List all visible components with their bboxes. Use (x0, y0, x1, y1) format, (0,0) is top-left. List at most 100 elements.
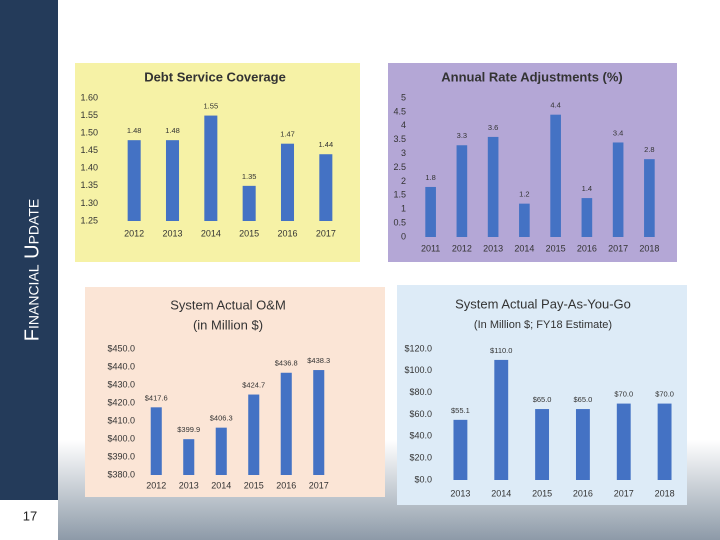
y-tick-label: 5 (401, 92, 406, 102)
y-tick-label: $420.0 (107, 397, 135, 407)
bar (657, 403, 672, 480)
bar (127, 140, 141, 221)
x-tick-label: 2015 (239, 228, 259, 238)
bar (313, 370, 325, 475)
y-tick-label: $20.0 (409, 453, 432, 463)
y-tick-label: $410.0 (107, 415, 135, 425)
y-tick-label: 1.45 (80, 145, 98, 155)
page-number: 17 (23, 508, 37, 523)
chart-title: System Actual Pay-As-You-Go (455, 296, 631, 311)
x-tick-label: 2013 (450, 488, 470, 498)
y-tick-label: 1.5 (393, 190, 406, 200)
data-label: 3.6 (488, 123, 498, 132)
y-tick-label: $380.0 (107, 469, 135, 479)
x-tick-label: 2012 (124, 228, 144, 238)
data-label: $55.1 (451, 406, 470, 415)
bar (215, 427, 227, 475)
y-tick-label: 1.55 (80, 110, 98, 120)
y-tick-label: $440.0 (107, 361, 135, 371)
data-label: 1.4 (582, 184, 592, 193)
chart-title: Debt Service Coverage (144, 69, 286, 84)
y-tick-label: 1.30 (80, 198, 98, 208)
y-tick-label: 1.35 (80, 180, 98, 190)
y-tick-label: $40.0 (409, 431, 432, 441)
data-label: 1.2 (519, 190, 529, 199)
y-tick-label: $100.0 (404, 365, 432, 375)
data-label: $65.0 (533, 395, 552, 404)
x-tick-label: 2017 (608, 243, 628, 253)
data-label: 1.55 (204, 102, 219, 111)
y-tick-label: 4 (401, 120, 406, 130)
chart-panel (388, 63, 677, 262)
y-tick-label: 2 (401, 176, 406, 186)
x-tick-label: 2014 (491, 488, 511, 498)
data-label: $399.9 (177, 425, 200, 434)
data-label: 1.48 (127, 126, 142, 135)
x-tick-label: 2012 (452, 243, 472, 253)
x-tick-label: 2016 (277, 228, 297, 238)
bar (242, 185, 256, 221)
y-tick-label: 3.5 (393, 134, 406, 144)
bar (519, 203, 530, 237)
data-label: 2.8 (644, 145, 654, 154)
data-label: $424.7 (242, 381, 265, 390)
y-tick-label: 1.60 (80, 92, 98, 102)
chart-panel (75, 63, 360, 262)
x-tick-label: 2015 (532, 488, 552, 498)
x-tick-label: 2013 (162, 228, 182, 238)
bar (494, 359, 509, 480)
bar (453, 419, 468, 480)
y-tick-label: 1.50 (80, 128, 98, 138)
y-tick-label: $80.0 (409, 387, 432, 397)
sidebar (0, 0, 58, 500)
data-label: 1.35 (242, 172, 257, 181)
bar (150, 407, 162, 475)
chart-subtitle: (In Million $; FY18 Estimate) (474, 319, 612, 331)
bar (612, 142, 624, 237)
y-tick-label: 2.5 (393, 162, 406, 172)
x-tick-label: 2015 (546, 243, 566, 253)
bar (535, 409, 550, 480)
chart-title: System Actual O&M (170, 297, 286, 312)
x-tick-label: 2017 (614, 488, 634, 498)
x-tick-label: 2013 (179, 480, 199, 490)
y-tick-label: 0.5 (393, 217, 406, 227)
x-tick-label: 2014 (211, 480, 231, 490)
x-tick-label: 2016 (573, 488, 593, 498)
chart-subtitle: (in Million $) (193, 317, 263, 332)
data-label: 1.48 (165, 126, 180, 135)
x-tick-label: 2014 (201, 228, 221, 238)
bar (425, 186, 436, 237)
data-label: $70.0 (655, 390, 674, 399)
x-tick-label: 2016 (577, 243, 597, 253)
y-tick-label: 1.40 (80, 163, 98, 173)
y-tick-label: $450.0 (107, 343, 135, 353)
data-label: $70.0 (614, 390, 633, 399)
data-label: $438.3 (307, 356, 330, 365)
y-tick-label: 0 (401, 231, 406, 241)
bar (280, 143, 295, 221)
data-label: $436.8 (275, 359, 298, 368)
bar (280, 372, 292, 475)
data-label: $406.3 (210, 414, 233, 423)
data-label: 1.8 (425, 173, 435, 182)
y-tick-label: $120.0 (404, 343, 432, 353)
data-label: 3.3 (457, 131, 467, 140)
data-label: 1.47 (280, 130, 295, 139)
data-label: $65.0 (574, 395, 593, 404)
bar (487, 136, 499, 237)
chart-title: Annual Rate Adjustments (%) (441, 69, 623, 84)
data-label: 1.44 (319, 140, 334, 149)
x-tick-label: 2017 (309, 480, 329, 490)
x-tick-label: 2014 (514, 243, 534, 253)
bar (183, 439, 195, 475)
y-tick-label: $60.0 (409, 409, 432, 419)
data-label: $110.0 (490, 346, 512, 355)
y-tick-label: 3 (401, 148, 406, 158)
y-tick-label: $400.0 (107, 433, 135, 443)
bar (616, 403, 631, 480)
data-label: 4.4 (550, 101, 560, 110)
y-tick-label: 1 (401, 204, 406, 214)
x-tick-label: 2017 (316, 228, 336, 238)
